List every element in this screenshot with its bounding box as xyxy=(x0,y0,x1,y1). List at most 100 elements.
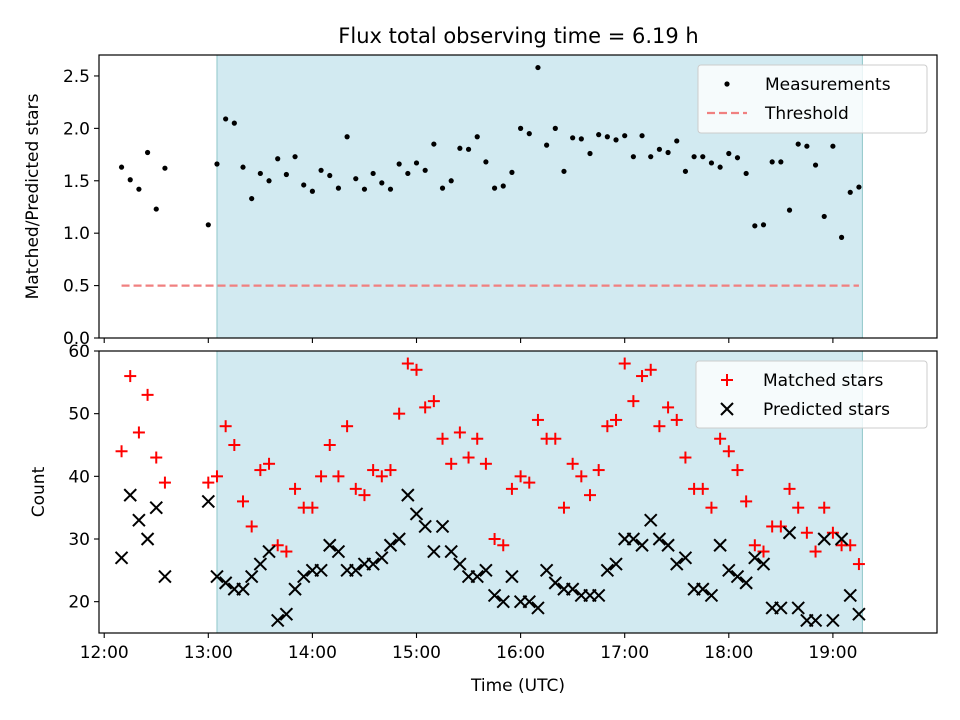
measurement-point xyxy=(752,223,758,229)
matched-star-point xyxy=(809,545,822,558)
measurement-point xyxy=(604,134,610,140)
measurement-point xyxy=(682,168,689,174)
matched-star-point xyxy=(132,426,145,439)
measurement-point xyxy=(266,178,272,184)
matched-star-point xyxy=(393,407,406,420)
x-tick-label: 19:00 xyxy=(808,643,857,663)
measurement-point xyxy=(743,170,749,177)
matched-star-point xyxy=(158,476,171,489)
measurement-point xyxy=(734,155,741,161)
matched-star-point xyxy=(237,495,250,508)
predicted-star-point xyxy=(383,538,398,552)
legend-label-predicted: Predicted stars xyxy=(763,400,890,420)
measurement-point xyxy=(596,132,602,138)
measurement-point xyxy=(526,131,532,137)
measurement-point xyxy=(127,177,133,183)
bottom-y-axis: 20 30 40 50 60 xyxy=(68,342,99,613)
measurement-point xyxy=(726,150,732,157)
measurement-point xyxy=(214,161,220,167)
matched-star-point xyxy=(800,526,813,539)
predicted-star-point xyxy=(409,507,424,521)
measurement-point xyxy=(691,154,697,160)
matched-star-point xyxy=(410,363,423,376)
measurement-point xyxy=(439,185,446,191)
measurement-point xyxy=(613,137,619,143)
predicted-star-point xyxy=(739,576,753,590)
predicted-star-point xyxy=(670,557,684,571)
measurement-point xyxy=(760,222,767,228)
predicted-star-point xyxy=(401,488,415,502)
matched-star-point xyxy=(705,501,718,514)
measurement-point xyxy=(318,167,324,173)
measurement-point xyxy=(847,189,853,195)
matched-star-point xyxy=(445,457,458,470)
measurement-point xyxy=(431,141,437,147)
predicted-star-point xyxy=(427,544,441,559)
matched-star-point xyxy=(367,464,380,477)
predicted-star-point xyxy=(652,532,667,546)
measurement-point xyxy=(544,142,550,148)
measurement-point xyxy=(812,162,819,168)
x-tick-label: 16:00 xyxy=(496,643,545,663)
measurement-point xyxy=(396,161,402,167)
measurement-point xyxy=(648,154,654,160)
predicted-star-point xyxy=(591,588,606,603)
predicted-star-point xyxy=(748,551,762,565)
matched-star-point xyxy=(479,457,492,470)
predicted-star-point xyxy=(236,582,250,596)
top-axes-frame xyxy=(98,54,938,339)
matched-star-point xyxy=(280,545,293,558)
measurement-point xyxy=(153,206,159,212)
top-legend-frame xyxy=(697,64,928,134)
matched-star-point xyxy=(852,558,865,571)
top-x-axis xyxy=(103,338,834,343)
predicted-star-point xyxy=(696,582,710,596)
matched-star-point xyxy=(228,439,241,451)
predicted-star-point xyxy=(791,601,805,615)
measurement-point xyxy=(379,180,385,186)
predicted-star-point xyxy=(270,613,285,628)
x-tick-label: 17:00 xyxy=(600,643,649,663)
measurement-point xyxy=(327,172,333,179)
measurement-point xyxy=(622,133,628,139)
measurement-point xyxy=(491,185,498,191)
matched-star-point xyxy=(488,533,501,545)
ratio-panel: 0.0 0.5 1.0 1.5 2.0 2.5 Matched/Predicted sta… xyxy=(23,54,938,349)
measurement-point xyxy=(769,159,775,165)
matched-star-point xyxy=(653,420,666,433)
legend-cross-glyph xyxy=(720,402,734,416)
measurement-point xyxy=(413,160,420,166)
measurement-point xyxy=(821,213,827,220)
matched-star-point xyxy=(401,357,414,370)
predicted-star-point xyxy=(843,588,857,603)
matched-star-point xyxy=(774,520,787,533)
predicted-star-point xyxy=(244,569,259,584)
measurement-point xyxy=(656,146,663,152)
measurement-point xyxy=(205,222,211,228)
predicted-star-point xyxy=(279,607,294,621)
matched-star-point xyxy=(731,464,744,477)
matched-star-point xyxy=(115,445,128,458)
top-y-axis-label: Matched/Predicted stars xyxy=(23,93,43,299)
matched-star-point xyxy=(662,401,675,414)
x-axis-label: Time (UTC) xyxy=(470,676,565,696)
predicted-star-point xyxy=(435,519,450,534)
predicted-star-point xyxy=(114,551,129,565)
predicted-star-point xyxy=(505,569,519,584)
matched-star-point xyxy=(263,457,276,470)
measurement-point xyxy=(422,167,428,173)
y-tick-label: 20 xyxy=(68,593,90,613)
measurement-point xyxy=(717,164,723,170)
predicted-star-point xyxy=(531,601,545,615)
matched-star-point xyxy=(531,413,544,426)
measurement-point xyxy=(778,159,784,165)
chart-title: Flux total observing time = 6.19 h xyxy=(338,24,698,48)
top-y-axis: 0.0 0.5 1.0 1.5 2.0 2.5 xyxy=(63,67,99,349)
measurement-point xyxy=(708,160,715,166)
predicted-star-point xyxy=(782,526,797,540)
predicted-star-point xyxy=(288,582,302,596)
predicted-star-point xyxy=(323,538,337,552)
matched-star-point xyxy=(818,501,831,514)
measurement-point xyxy=(700,154,706,160)
measurement-point xyxy=(552,125,558,131)
